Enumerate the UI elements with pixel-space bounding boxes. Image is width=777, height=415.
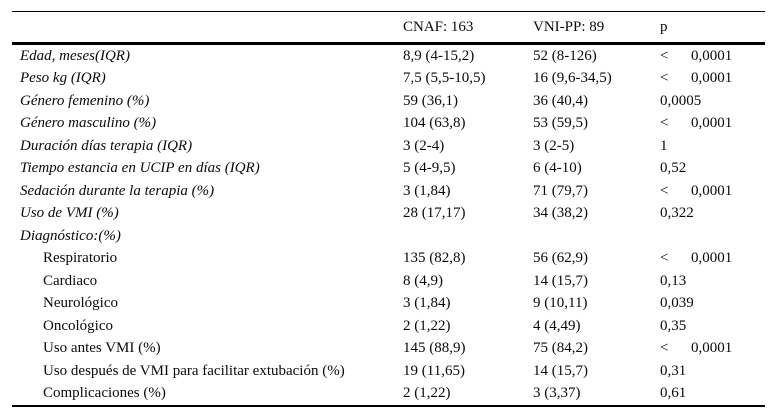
row-label-cell: Tiempo estancia en UCIP en días (IQR) bbox=[20, 160, 260, 177]
p-value-cell: 0,322 bbox=[660, 205, 694, 222]
row-label-cell: Peso kg (IQR) bbox=[20, 70, 106, 87]
table-row: Género masculino (%) 104 (63,8) 53 (59,5… bbox=[12, 113, 765, 136]
vnipp-value-cell: 16 (9,6-34,5) bbox=[533, 70, 612, 87]
cnaf-value-cell: 3 (1,84) bbox=[403, 295, 451, 312]
table-row: Edad, meses(IQR) 8,9 (4-15,2) 52 (8-126)… bbox=[12, 44, 765, 68]
cnaf-value-cell: 135 (82,8) bbox=[403, 250, 466, 267]
table-row: Oncológico 2 (1,22) 4 (4,49) 0,35 bbox=[12, 315, 765, 338]
vnipp-value-cell: 14 (15,7) bbox=[533, 362, 588, 379]
p-value-cell: < 0,0001 bbox=[660, 250, 733, 267]
vnipp-value-cell: 6 (4-10) bbox=[533, 160, 582, 177]
table-header: CNAF: 163 VNI-PP: 89 p bbox=[12, 11, 765, 45]
row-label-cell: Género femenino (%) bbox=[20, 92, 150, 109]
table-row: Uso después de VMI para facilitar extuba… bbox=[12, 360, 765, 383]
p-value-cell: < 0,0001 bbox=[660, 47, 733, 64]
vnipp-value-cell: 9 (10,11) bbox=[533, 295, 588, 312]
p-value-cell: < 0,0001 bbox=[660, 340, 733, 357]
vnipp-value-cell: 3 (2-5) bbox=[533, 137, 575, 154]
p-value-cell: 1 bbox=[660, 137, 668, 154]
vnipp-value-cell: 36 (40,4) bbox=[533, 92, 588, 109]
vnipp-value-cell: 3 (3,37) bbox=[533, 385, 581, 402]
col-header-vnipp: VNI-PP: 89 bbox=[525, 11, 652, 45]
cnaf-value-cell: 8,9 (4-15,2) bbox=[403, 47, 475, 64]
vnipp-value-cell bbox=[525, 225, 652, 248]
p-value-cell: 0,52 bbox=[660, 160, 687, 177]
vnipp-value-cell: 75 (84,2) bbox=[533, 340, 588, 357]
table-header-row: CNAF: 163 VNI-PP: 89 p bbox=[12, 11, 765, 45]
table-row: Diagnóstico:(%) bbox=[12, 225, 765, 248]
col-header-empty bbox=[12, 11, 395, 45]
table-row: Respiratorio 135 (82,8) 56 (62,9) < 0,00… bbox=[12, 248, 765, 271]
vnipp-value-cell: 52 (8-126) bbox=[533, 47, 597, 64]
p-value-cell bbox=[652, 225, 765, 248]
row-label-cell: Respiratorio bbox=[43, 250, 118, 267]
row-label-cell: Sedación durante la terapia (%) bbox=[20, 182, 215, 199]
row-label-cell: Uso después de VMI para facilitar extuba… bbox=[43, 362, 345, 379]
comparison-table-container: CNAF: 163 VNI-PP: 89 p Edad, meses(IQR) … bbox=[12, 11, 765, 407]
p-value-cell: 0,039 bbox=[660, 295, 694, 312]
p-value-cell: 0,0005 bbox=[660, 92, 702, 109]
row-label-cell: Complicaciones (%) bbox=[43, 385, 166, 402]
cnaf-value-cell: 3 (1,84) bbox=[403, 182, 451, 199]
table-row: Neurológico 3 (1,84) 9 (10,11) 0,039 bbox=[12, 293, 765, 316]
cnaf-value-cell: 3 (2-4) bbox=[403, 137, 445, 154]
vnipp-value-cell: 56 (62,9) bbox=[533, 250, 588, 267]
cnaf-value-cell: 7,5 (5,5-10,5) bbox=[403, 70, 486, 87]
vnipp-value-cell: 53 (59,5) bbox=[533, 115, 588, 132]
table-row: Uso antes VMI (%) 145 (88,9) 75 (84,2) <… bbox=[12, 338, 765, 361]
table-row: Tiempo estancia en UCIP en días (IQR) 5 … bbox=[12, 158, 765, 181]
p-value-cell: 0,35 bbox=[660, 317, 687, 334]
table-body: Edad, meses(IQR) 8,9 (4-15,2) 52 (8-126)… bbox=[12, 44, 765, 407]
row-label-cell: Uso antes VMI (%) bbox=[43, 340, 161, 357]
cnaf-value-cell: 2 (1,22) bbox=[403, 317, 451, 334]
row-label-cell: Edad, meses(IQR) bbox=[20, 47, 130, 64]
cnaf-value-cell: 2 (1,22) bbox=[403, 385, 451, 402]
table-row: Cardiaco 8 (4,9) 14 (15,7) 0,13 bbox=[12, 270, 765, 293]
table-row: Sedación durante la terapia (%) 3 (1,84)… bbox=[12, 180, 765, 203]
cnaf-value-cell: 104 (63,8) bbox=[403, 115, 466, 132]
cnaf-value-cell bbox=[395, 225, 525, 248]
table-row: Complicaciones (%) 2 (1,22) 3 (3,37) 0,6… bbox=[12, 383, 765, 407]
p-value-cell: 0,31 bbox=[660, 362, 687, 379]
cnaf-value-cell: 19 (11,65) bbox=[403, 362, 465, 379]
cnaf-value-cell: 59 (36,1) bbox=[403, 92, 458, 109]
p-value-cell: < 0,0001 bbox=[660, 182, 733, 199]
row-label-cell: Género masculino (%) bbox=[20, 115, 157, 132]
row-label-cell: Neurológico bbox=[43, 295, 118, 312]
row-label-cell: Duración días terapia (IQR) bbox=[20, 137, 193, 154]
vnipp-value-cell: 14 (15,7) bbox=[533, 272, 588, 289]
col-header-cnaf: CNAF: 163 bbox=[395, 11, 525, 45]
col-header-p: p bbox=[652, 11, 765, 45]
p-value-cell: 0,61 bbox=[660, 385, 687, 402]
cnaf-value-cell: 5 (4-9,5) bbox=[403, 160, 456, 177]
table-row: Duración días terapia (IQR) 3 (2-4) 3 (2… bbox=[12, 135, 765, 158]
cnaf-value-cell: 28 (17,17) bbox=[403, 205, 466, 222]
p-value-cell: < 0,0001 bbox=[660, 70, 733, 87]
p-value-cell: < 0,0001 bbox=[660, 115, 733, 132]
cnaf-value-cell: 8 (4,9) bbox=[403, 272, 443, 289]
vnipp-value-cell: 4 (4,49) bbox=[533, 317, 581, 334]
cnaf-value-cell: 145 (88,9) bbox=[403, 340, 466, 357]
vnipp-value-cell: 34 (38,2) bbox=[533, 205, 588, 222]
table-row: Peso kg (IQR) 7,5 (5,5-10,5) 16 (9,6-34,… bbox=[12, 68, 765, 91]
table-row: Género femenino (%) 59 (36,1) 36 (40,4) … bbox=[12, 90, 765, 113]
comparison-table: CNAF: 163 VNI-PP: 89 p Edad, meses(IQR) … bbox=[12, 11, 765, 407]
row-label-cell: Diagnóstico:(%) bbox=[20, 227, 121, 244]
row-label-cell: Oncológico bbox=[43, 317, 113, 334]
table-row: Uso de VMI (%) 28 (17,17) 34 (38,2) 0,32… bbox=[12, 203, 765, 226]
row-label-cell: Cardiaco bbox=[43, 272, 98, 289]
p-value-cell: 0,13 bbox=[660, 272, 687, 289]
vnipp-value-cell: 71 (79,7) bbox=[533, 182, 588, 199]
row-label-cell: Uso de VMI (%) bbox=[20, 205, 119, 222]
